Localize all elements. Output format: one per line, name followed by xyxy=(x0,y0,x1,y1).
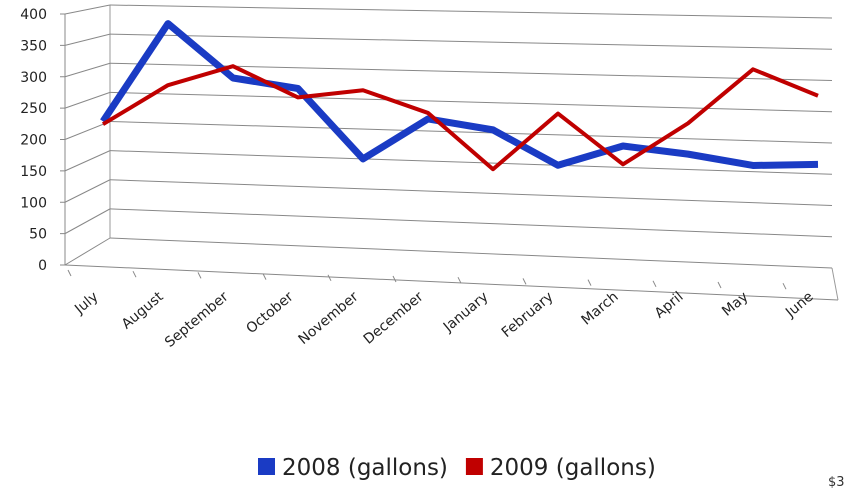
x-tick-label: October xyxy=(243,289,296,337)
tick-mark xyxy=(652,280,657,288)
y-tick-label: 350 xyxy=(20,38,47,54)
legend-swatch xyxy=(258,458,275,475)
x-tick-label: November xyxy=(295,289,361,348)
y-tick-label: 200 xyxy=(20,133,47,149)
legend-label: 2008 (gallons) xyxy=(282,455,448,481)
tick-mark xyxy=(392,275,397,283)
x-tick-label: May xyxy=(719,289,751,320)
y-tick-label: 250 xyxy=(20,101,47,117)
tick-mark xyxy=(717,281,722,289)
grid-line xyxy=(64,62,111,78)
grid-line xyxy=(64,208,111,235)
grid-line xyxy=(64,179,111,203)
x-tick-label: July xyxy=(71,289,101,318)
legend-swatch xyxy=(465,458,483,475)
grid-line xyxy=(109,150,833,175)
x-tick-label: August xyxy=(119,288,167,332)
tick-mark xyxy=(67,269,72,277)
y-tick-label: 100 xyxy=(20,195,47,211)
x-tick-label: January xyxy=(440,289,492,336)
y-tick-label: 150 xyxy=(20,164,47,180)
tick-mark xyxy=(132,270,137,278)
grid-line xyxy=(64,4,111,15)
grid-line xyxy=(109,121,833,144)
grid-line xyxy=(109,208,833,238)
tick-mark xyxy=(197,272,202,279)
floor-edge xyxy=(64,264,839,301)
grid-line xyxy=(109,4,833,19)
tick-mark xyxy=(457,276,462,284)
x-tick-label: December xyxy=(361,289,427,348)
series-line xyxy=(101,64,819,172)
tick-mark xyxy=(262,273,267,280)
grid-line xyxy=(109,33,833,50)
grid-line xyxy=(64,91,111,109)
legend-label: 2009 (gallons) xyxy=(490,455,656,481)
y-tick-label: 300 xyxy=(20,70,47,86)
tick-mark xyxy=(587,279,592,286)
grid-line xyxy=(64,237,111,266)
tick-mark xyxy=(782,282,787,290)
series-line xyxy=(100,20,819,169)
footnote: $3 xyxy=(828,475,845,488)
grid-line xyxy=(109,91,833,113)
tick-mark xyxy=(522,278,527,285)
x-tick-label: June xyxy=(782,289,816,322)
grid-line xyxy=(109,179,833,206)
y-tick-label: 400 xyxy=(20,7,47,23)
x-tick-label: September xyxy=(162,289,232,351)
y-tick-label: 0 xyxy=(38,258,47,274)
grid-line xyxy=(64,33,111,46)
grid-line xyxy=(64,150,111,172)
x-tick-label: April xyxy=(652,289,687,322)
floor-edge xyxy=(831,267,839,301)
x-tick-label: February xyxy=(499,289,557,341)
grid-line xyxy=(64,121,111,140)
grid-line xyxy=(109,237,833,269)
y-tick-label: 50 xyxy=(29,227,47,243)
x-tick-label: March xyxy=(579,289,622,329)
tick-mark xyxy=(327,274,332,282)
